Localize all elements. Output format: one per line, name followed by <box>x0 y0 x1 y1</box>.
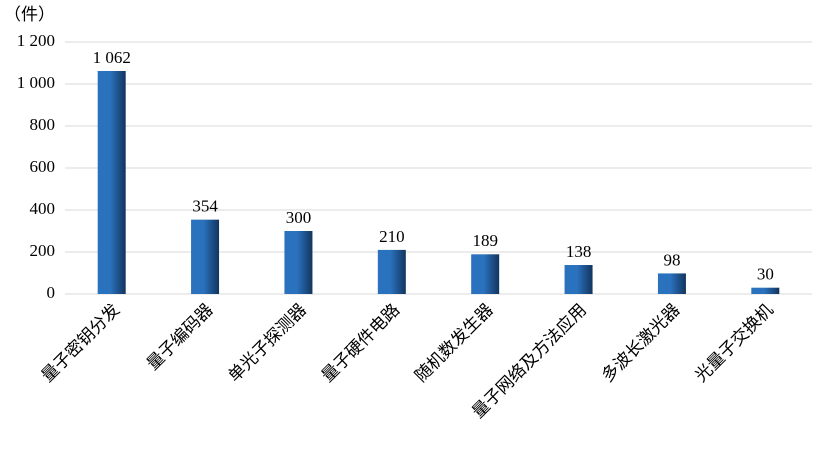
y-tick-label: 0 <box>47 283 56 302</box>
y-tick-label: 200 <box>30 241 56 260</box>
x-tick-label: 单光子探测器 <box>224 300 310 386</box>
data-label: 30 <box>757 265 774 284</box>
bar <box>657 273 686 294</box>
data-label: 1 062 <box>93 48 131 67</box>
data-label: 138 <box>566 242 592 261</box>
x-tick-label: 光量子交换机 <box>691 300 777 386</box>
data-label: 300 <box>286 208 312 227</box>
data-label: 354 <box>192 197 218 216</box>
x-tick-label: 量子硬件电路 <box>318 300 404 386</box>
bar <box>751 287 780 294</box>
data-label: 210 <box>379 227 405 246</box>
bar <box>377 249 406 294</box>
y-axis-label: （件） <box>4 5 55 24</box>
y-tick-label: 1 200 <box>17 31 55 50</box>
bar <box>564 265 593 294</box>
y-tick-label: 1 000 <box>17 73 55 92</box>
bar <box>191 219 220 294</box>
x-tick-label: 量子编码器 <box>143 300 217 374</box>
x-tick-label: 量子密钥分发 <box>38 300 124 386</box>
y-tick-label: 400 <box>30 199 56 218</box>
bar <box>97 70 126 294</box>
data-label: 189 <box>472 231 498 250</box>
y-tick-label: 600 <box>30 157 56 176</box>
bar <box>471 254 500 294</box>
y-tick-label: 800 <box>30 115 56 134</box>
data-label: 98 <box>663 250 680 269</box>
x-tick-label: 多波长激光器 <box>598 300 684 386</box>
bar <box>284 231 313 294</box>
x-tick-label: 随机数发生器 <box>411 300 497 386</box>
